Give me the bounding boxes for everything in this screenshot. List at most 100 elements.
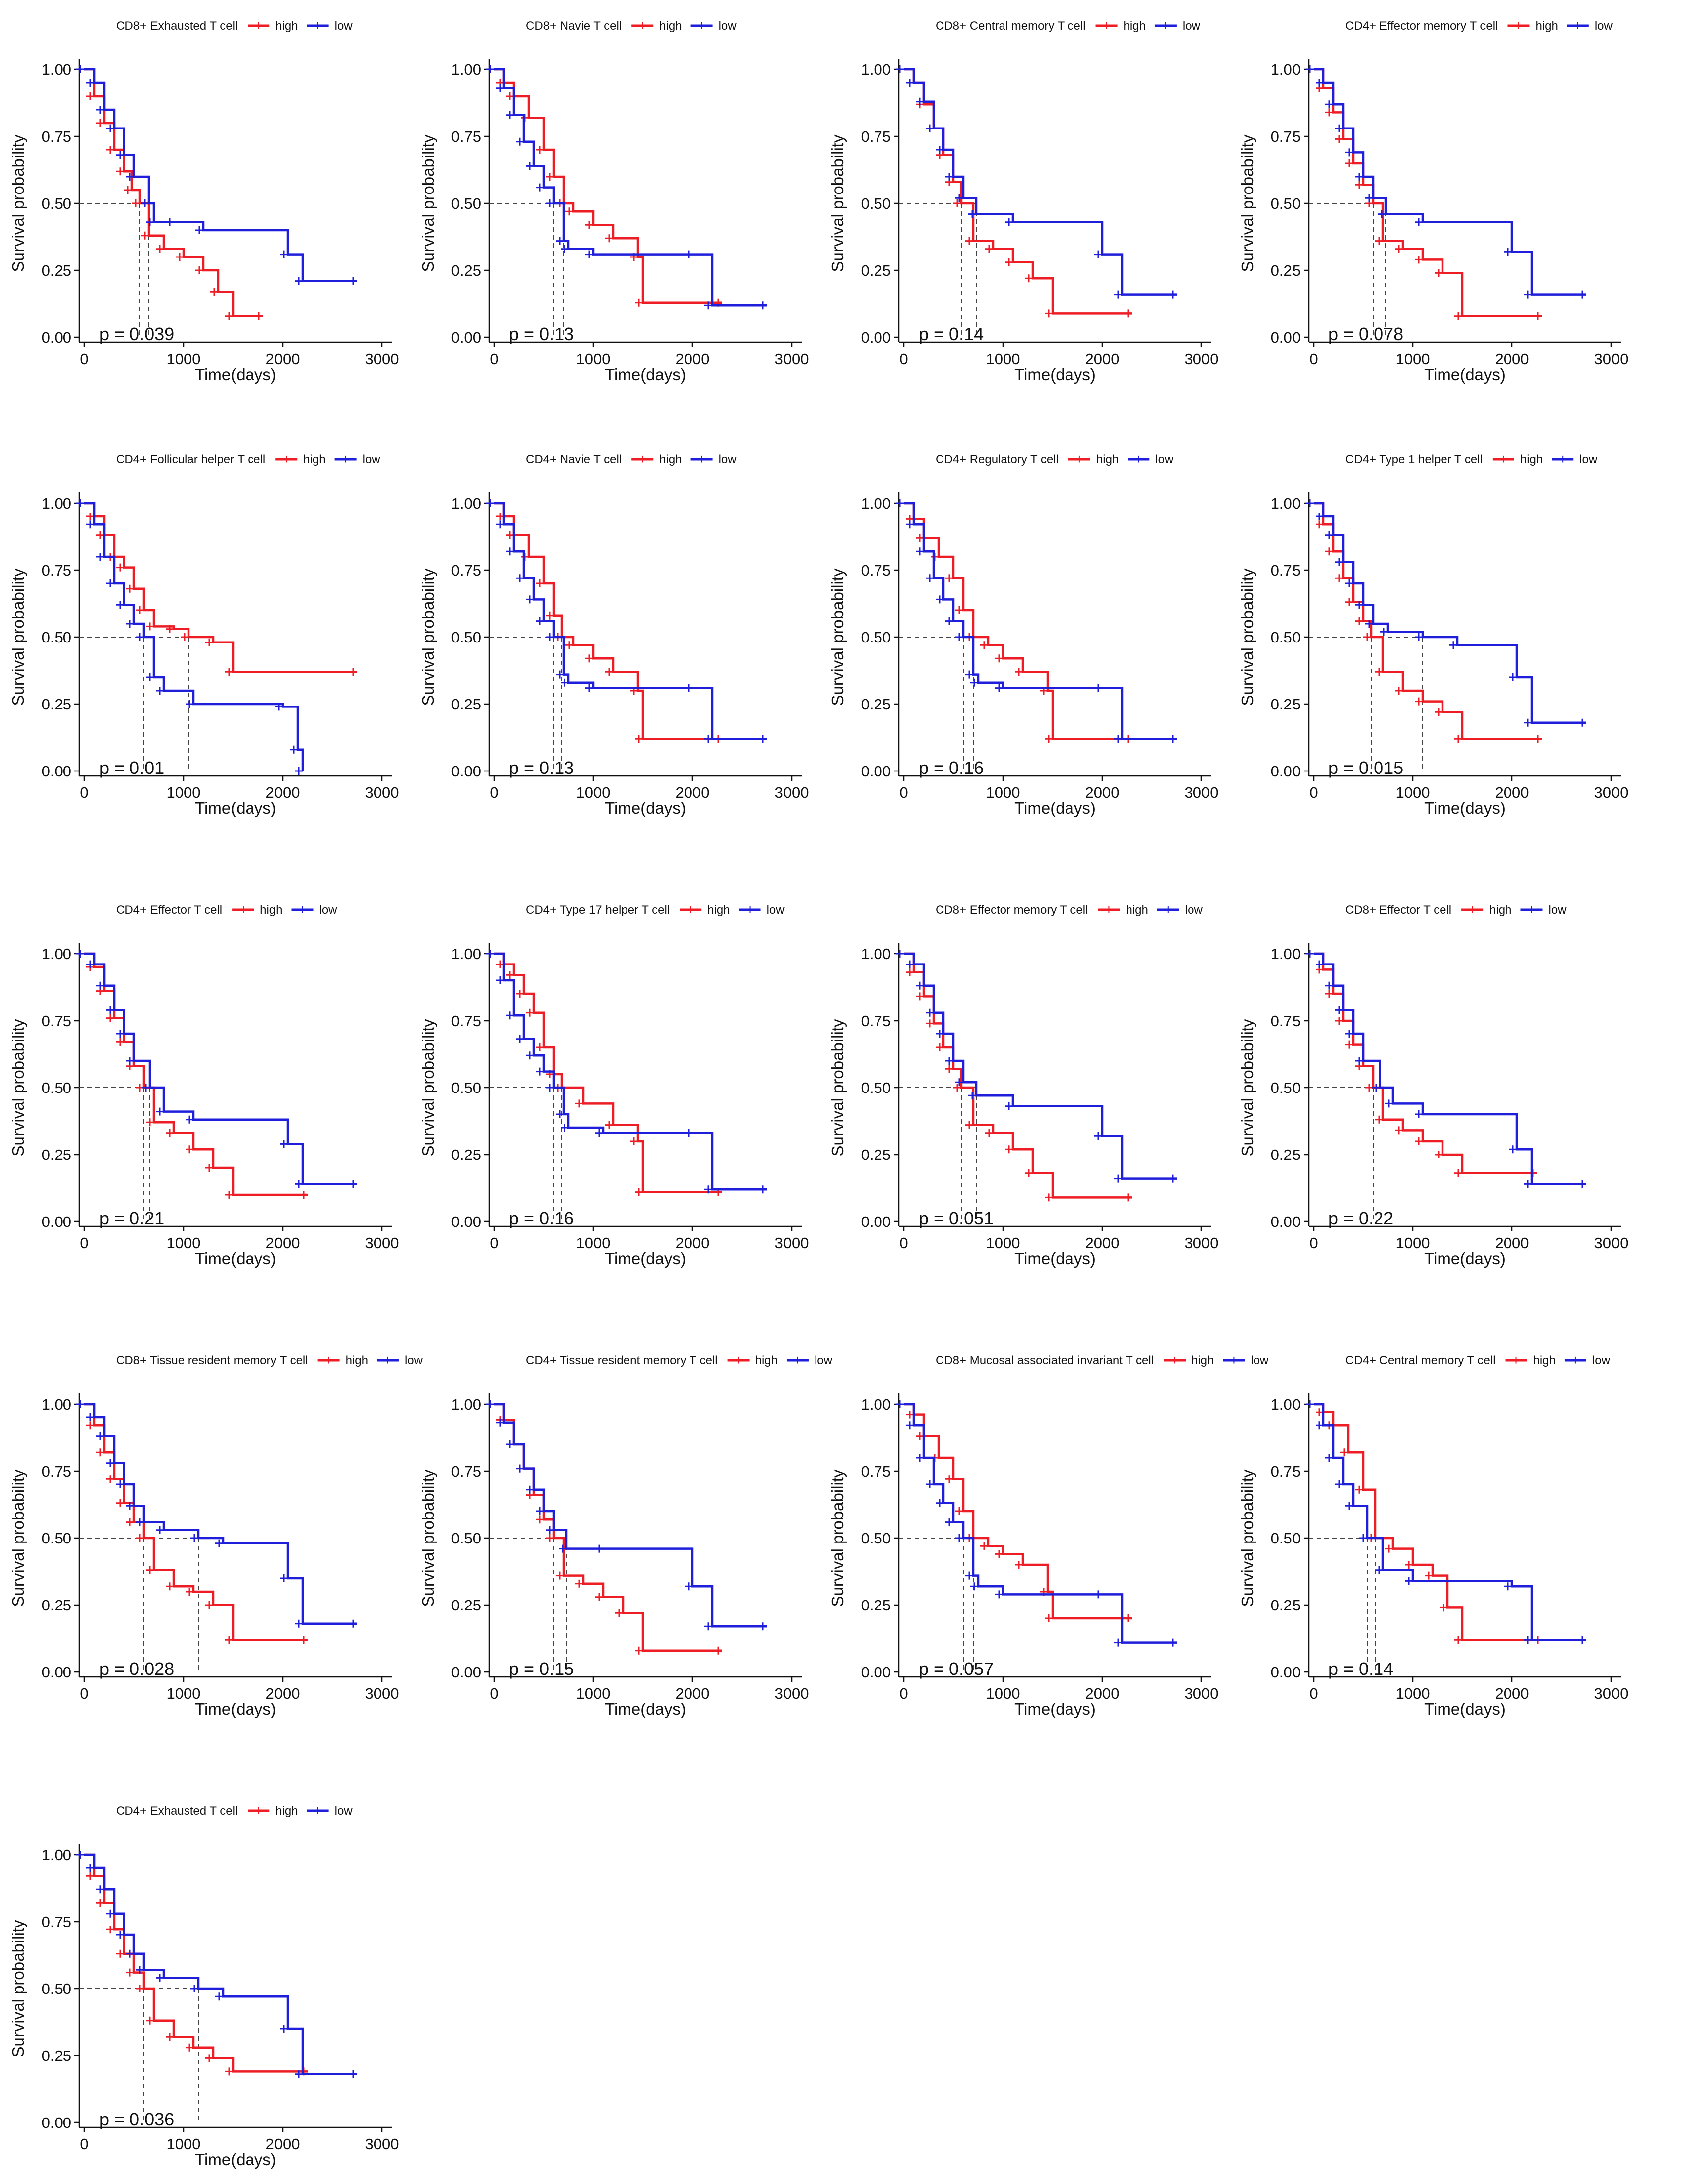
x-tick-label: 0 (80, 350, 88, 368)
censor-mark-low (926, 124, 934, 132)
x-tick-label: 1000 (986, 784, 1020, 801)
km-panel: CD8+ Navie T cell + high + low 0.00 0.25 0.50 0.… (419, 18, 809, 384)
censor-mark-high (136, 1985, 144, 1992)
p-value-label: p = 0.078 (1328, 324, 1403, 344)
censor-mark-high (565, 207, 573, 216)
censor-mark-low (936, 146, 943, 154)
censor-mark-low (126, 1502, 134, 1510)
censor-mark-low (96, 981, 104, 990)
censor-mark-low (116, 1480, 124, 1488)
censor-mark-low (704, 1622, 712, 1631)
censor-mark-low (936, 595, 943, 604)
legend-low-marker: + (314, 18, 321, 33)
censor-mark-low (704, 301, 712, 310)
legend-low-label: low (719, 453, 737, 466)
y-tick-label: 0.75 (451, 1463, 481, 1480)
censor-mark-low (536, 1067, 544, 1076)
y-tick-label: 0.00 (861, 329, 891, 346)
censor-mark-low (916, 981, 924, 990)
censor-mark-low (759, 735, 767, 743)
legend-low-label: low (363, 453, 381, 466)
panel-title: CD4+ Effector T cell (116, 903, 222, 917)
censor-mark-high (565, 641, 573, 649)
censor-mark-low (126, 620, 134, 628)
x-tick-label: 1000 (986, 1234, 1020, 1252)
censor-mark-low (106, 579, 114, 587)
x-tick-label: 3000 (1594, 784, 1629, 801)
censor-mark-low (1325, 531, 1333, 539)
censor-mark-low (96, 1432, 104, 1440)
legend-low-label: low (815, 1354, 833, 1367)
y-axis-title: Survival probability (1238, 568, 1256, 706)
p-value-label: p = 0.13 (509, 758, 574, 778)
censor-mark-high (1395, 245, 1403, 253)
legend-high-label: high (1535, 19, 1558, 33)
legend-high-label: high (659, 453, 682, 466)
legend-high-label: high (303, 453, 325, 466)
x-tick-label: 2000 (676, 350, 710, 368)
censor-mark-low (126, 1949, 134, 1958)
censor-mark-high (1005, 258, 1013, 266)
censor-mark-low (1509, 673, 1517, 681)
legend-low-marker: + (1162, 18, 1170, 33)
p-value-label: p = 0.16 (509, 1208, 574, 1228)
survival-curve-low (904, 502, 1177, 740)
y-tick-label: 1.00 (42, 495, 71, 512)
censor-mark-high (106, 146, 114, 154)
p-value-label: p = 0.028 (99, 1659, 174, 1679)
censor-mark-high (186, 1588, 193, 1596)
censor-mark-low (156, 1526, 164, 1534)
p-value-label: p = 0.16 (919, 758, 984, 778)
censor-mark-low (96, 1885, 104, 1894)
censor-mark-low (280, 1574, 288, 1582)
y-tick-label: 0.25 (451, 696, 481, 713)
censor-mark-low (295, 277, 303, 285)
censor-mark-high (1045, 309, 1053, 318)
panel-title: CD4+ Type 1 helper T cell (1345, 453, 1483, 466)
censor-mark-low (955, 633, 963, 641)
censor-mark-low (496, 1418, 504, 1427)
x-tick-label: 1000 (986, 1685, 1020, 1702)
censor-mark-high (965, 1121, 973, 1129)
censor-mark-high (205, 638, 213, 646)
x-tick-label: 3000 (1185, 350, 1219, 368)
censor-mark-high (210, 288, 218, 296)
y-tick-label: 0.75 (861, 562, 891, 579)
censor-mark-high (575, 1579, 583, 1588)
censor-mark-high (995, 1550, 1003, 1558)
y-tick-label: 0.25 (42, 262, 71, 279)
x-tick-label: 1000 (576, 784, 611, 801)
y-tick-label: 1.00 (861, 495, 891, 512)
panel-title: CD8+ Navie T cell (526, 19, 622, 33)
censor-mark-low (516, 574, 524, 582)
x-tick-label: 3000 (1185, 784, 1219, 801)
censor-mark-high (225, 312, 233, 320)
censor-mark-high (1415, 1137, 1423, 1145)
survival-curve-high (494, 502, 722, 740)
censor-mark-high (595, 1593, 603, 1601)
censor-mark-high (146, 1118, 154, 1127)
censor-mark-low (136, 633, 144, 641)
censor-mark-high (536, 1515, 544, 1524)
x-axis-title: Time(days) (195, 365, 276, 384)
censor-mark-high (1345, 159, 1353, 167)
censor-mark-high (1534, 735, 1542, 743)
censor-mark-high (1405, 1561, 1413, 1569)
survival-curve-high (1314, 952, 1537, 1175)
x-axis-title: Time(days) (605, 365, 686, 384)
y-axis-title: Survival probability (1238, 134, 1256, 272)
censor-mark-high (349, 668, 357, 676)
censor-mark-high (1435, 708, 1443, 716)
censor-mark-low (496, 976, 504, 984)
censor-mark-low (126, 173, 134, 181)
legend-high-label: high (659, 19, 682, 33)
x-tick-label: 3000 (775, 350, 809, 368)
x-tick-label: 1000 (167, 1685, 201, 1702)
x-tick-label: 3000 (1594, 350, 1629, 368)
km-panel: CD8+ Effector memory T cell + high + low 0.00… (828, 902, 1218, 1268)
legend-low-marker: + (746, 902, 753, 917)
x-tick-label: 0 (899, 1234, 908, 1252)
y-tick-label: 0.00 (1271, 1664, 1301, 1681)
censor-mark-low (1114, 290, 1122, 299)
y-tick-label: 1.00 (1271, 945, 1301, 963)
